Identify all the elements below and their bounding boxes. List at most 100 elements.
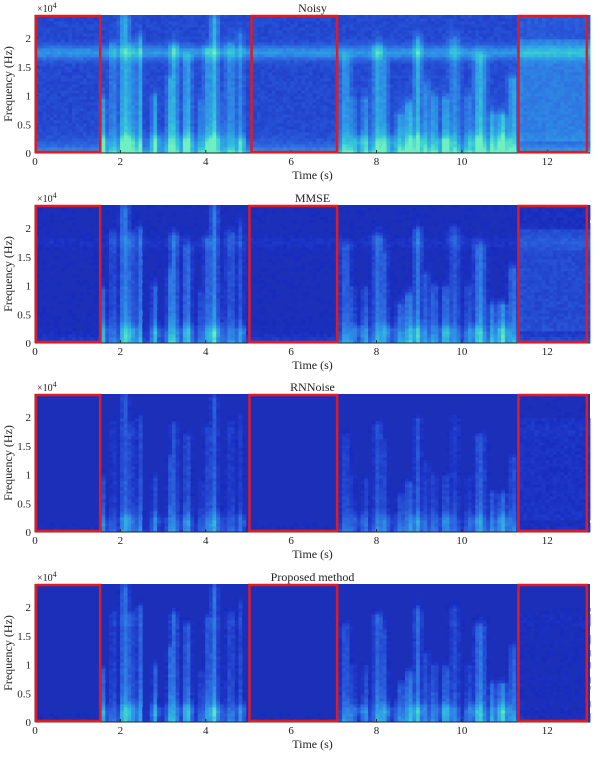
heatmap-cell: [382, 78, 387, 82]
heatmap-cell: [101, 147, 106, 151]
heatmap-cell: [168, 63, 173, 67]
heatmap-cell: [360, 135, 365, 139]
heatmap-cell: [412, 30, 417, 34]
heatmap-cell: [46, 72, 51, 76]
heatmap-cell: [38, 54, 43, 58]
heatmap-cell: [397, 129, 402, 133]
heatmap-cell: [90, 114, 95, 118]
heatmap-cell: [223, 144, 228, 148]
heatmap-cell: [216, 84, 221, 88]
heatmap-cell: [142, 75, 147, 79]
heatmap-cell: [416, 24, 421, 28]
heatmap-cell: [316, 18, 321, 22]
heatmap-cell: [338, 30, 343, 34]
heatmap-cell: [205, 87, 210, 91]
heatmap-cell: [179, 21, 184, 25]
heatmap-cell: [49, 123, 54, 127]
heatmap-cell: [42, 129, 47, 133]
heatmap-cell: [371, 147, 376, 151]
heatmap-cell: [401, 102, 406, 106]
heatmap-cell: [405, 24, 410, 28]
heatmap-cell: [301, 117, 306, 121]
heatmap-cell: [83, 129, 88, 133]
heatmap-cell: [419, 90, 424, 94]
heatmap-cell: [68, 33, 73, 37]
heatmap-cell: [319, 45, 324, 49]
heatmap-cell: [123, 39, 128, 43]
heatmap-cell: [245, 114, 250, 118]
heatmap-cell: [297, 99, 302, 103]
heatmap-cell: [260, 78, 265, 82]
heatmap-cell: [116, 96, 121, 100]
heatmap-cell: [427, 78, 432, 82]
heatmap-cell: [101, 90, 106, 94]
heatmap-cell: [223, 123, 228, 127]
heatmap-cell: [419, 24, 424, 28]
heatmap-cell: [375, 135, 380, 139]
heatmap-cell: [105, 111, 110, 115]
heatmap-cell: [375, 117, 380, 121]
heatmap-cell: [149, 150, 154, 154]
heatmap-cell: [290, 42, 295, 46]
heatmap-cell: [186, 66, 191, 70]
heatmap-cell: [168, 123, 173, 127]
heatmap-cell: [279, 144, 284, 148]
heatmap-cell: [220, 123, 225, 127]
heatmap-cell: [423, 15, 428, 19]
heatmap-cell: [57, 81, 62, 85]
heatmap-cell: [360, 144, 365, 148]
heatmap-cell: [86, 78, 91, 82]
heatmap-cell: [153, 93, 158, 97]
heatmap-cell: [220, 69, 225, 73]
heatmap-cell: [323, 117, 328, 121]
heatmap-cell: [138, 135, 143, 139]
heatmap-cell: [279, 120, 284, 124]
heatmap-cell: [223, 111, 228, 115]
heatmap-cell: [423, 138, 428, 142]
heatmap-cell: [375, 90, 380, 94]
heatmap-cell: [46, 117, 51, 121]
heatmap-cell: [201, 114, 206, 118]
heatmap-cell: [101, 27, 106, 31]
heatmap-cell: [290, 129, 295, 133]
heatmap-cell: [186, 51, 191, 55]
heatmap-cell: [75, 93, 80, 97]
heatmap-cell: [419, 144, 424, 148]
heatmap-cell: [223, 39, 228, 43]
heatmap-cell: [79, 21, 84, 25]
heatmap-cell: [101, 21, 106, 25]
heatmap-cell: [112, 69, 117, 73]
heatmap-cell: [234, 81, 239, 85]
heatmap-cell: [353, 93, 358, 97]
heatmap-cell: [175, 99, 180, 103]
heatmap-cell: [427, 21, 432, 25]
heatmap-cell: [109, 150, 114, 154]
heatmap-cell: [430, 81, 435, 85]
heatmap-cell: [271, 129, 276, 133]
heatmap-cell: [157, 48, 162, 52]
heatmap-cell: [212, 108, 217, 112]
heatmap-cell: [271, 18, 276, 22]
heatmap-cell: [264, 45, 269, 49]
heatmap-cell: [53, 45, 58, 49]
heatmap-cell: [345, 66, 350, 70]
heatmap-cell: [297, 42, 302, 46]
heatmap-cell: [382, 60, 387, 64]
heatmap-cell: [423, 63, 428, 67]
heatmap-cell: [364, 117, 369, 121]
heatmap-cell: [282, 135, 287, 139]
heatmap-cell: [408, 117, 413, 121]
heatmap-cell: [171, 138, 176, 142]
heatmap-cell: [257, 63, 262, 67]
heatmap-cell: [364, 75, 369, 79]
heatmap-cell: [405, 84, 410, 88]
heatmap-cell: [371, 51, 376, 55]
heatmap-cell: [197, 141, 202, 145]
heatmap-cell: [90, 117, 95, 121]
heatmap-cell: [316, 45, 321, 49]
heatmap-cell: [308, 30, 313, 34]
heatmap-cell: [231, 135, 236, 139]
heatmap-cell: [242, 18, 247, 22]
heatmap-cell: [419, 69, 424, 73]
heatmap-cell: [216, 141, 221, 145]
